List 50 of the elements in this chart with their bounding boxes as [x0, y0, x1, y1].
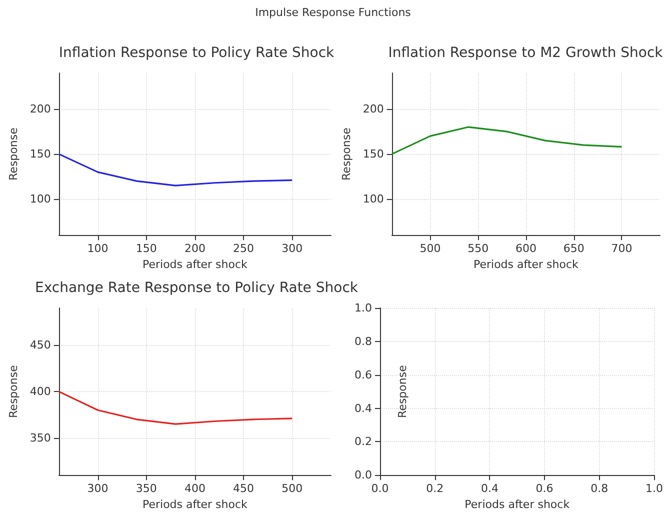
x-tick-label: 700: [611, 242, 632, 256]
y-axis-title: Response: [396, 364, 409, 418]
y-tick-label: 0.8: [354, 334, 372, 348]
y-tick-label: 200: [30, 102, 51, 116]
x-tick-label: 550: [468, 242, 489, 256]
y-axis-title: Response: [7, 127, 20, 180]
x-tick-label: 500: [420, 242, 441, 256]
y-tick-label: 100: [362, 192, 384, 206]
x-axis-title: Periods after shock: [142, 258, 248, 271]
x-tick-label: 150: [136, 242, 157, 256]
x-axis-title: Periods after shock: [473, 258, 580, 271]
x-tick-label: 0.2: [426, 482, 444, 496]
y-tick-label: 150: [30, 148, 51, 161]
x-tick-label: 650: [563, 242, 584, 256]
y-tick-label: 0.6: [354, 368, 372, 382]
y-tick-label: 350: [30, 431, 51, 444]
y-tick-label: 0.4: [354, 402, 372, 415]
x-tick-label: 200: [184, 242, 206, 256]
x-tick-label: 0.4: [480, 482, 498, 496]
x-tick-label: 350: [136, 482, 157, 496]
x-tick-label: 450: [233, 482, 254, 496]
y-axis-title: Response: [340, 127, 353, 180]
x-tick-label: 1.0: [646, 482, 664, 496]
y-tick-label: 200: [362, 102, 384, 116]
x-tick-label: 100: [87, 242, 108, 256]
y-axis-title: Response: [7, 364, 20, 418]
x-tick-label: 300: [282, 242, 303, 256]
x-axis-title: Periods after shock: [142, 498, 248, 511]
x-tick-label: 400: [184, 482, 206, 496]
chart-title: Exchange Rate Response to Policy Rate Shock: [34, 280, 359, 296]
x-tick-label: 250: [233, 242, 254, 256]
line-series: [58, 153, 293, 186]
y-tick-label: 150: [362, 148, 384, 161]
y-tick-label: 100: [30, 192, 51, 206]
y-tick-label: 0.0: [354, 468, 372, 482]
x-tick-label: 500: [282, 482, 303, 496]
y-tick-label: 450: [30, 338, 51, 352]
line-series: [391, 126, 622, 155]
y-tick-label: 1.0: [354, 302, 372, 314]
chart-title: Inflation Response to Policy Rate Shock: [58, 45, 336, 61]
text: Impulse Response Functions: [254, 6, 412, 19]
x-tick-label: 300: [87, 482, 108, 496]
y-tick-label: 0.2: [354, 435, 372, 448]
x-tick-label: 600: [515, 242, 536, 256]
x-tick-label: 0.6: [536, 482, 554, 496]
line-series: [58, 390, 293, 425]
x-tick-label: 0.8: [590, 482, 608, 496]
y-tick-label: 400: [30, 385, 51, 398]
x-axis-title: Periods after shock: [464, 498, 570, 511]
chart-title: Inflation Response to M2 Growth Shock: [388, 45, 664, 61]
